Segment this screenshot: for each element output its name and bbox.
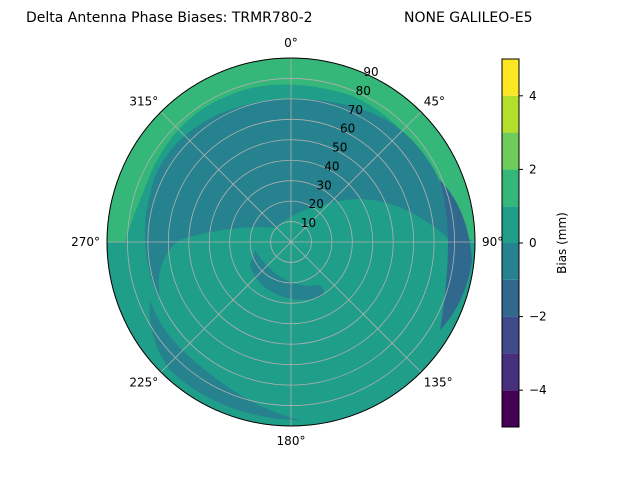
radial-tick-label: 60 [340,122,355,136]
radial-tick-label: 40 [324,159,339,173]
colorbar-tick-label: 4 [529,89,537,103]
colorbar-band [502,132,519,170]
angle-tick-labels: 0° 45° 90° 135° 180° 225° 270° 315° [71,36,503,448]
radial-tick-label: 50 [332,141,347,155]
angle-tick-label: 180° [277,434,306,448]
angular-gridline [160,111,292,243]
angle-tick-label: 90° [482,235,503,249]
colorbar-band [502,390,519,427]
contour-lobe-east [440,180,472,330]
colorbar: −4 −2 0 2 4 Bias (mm) [501,58,569,428]
radial-tick-label: 20 [309,197,324,211]
contour-spiral-center [250,250,324,300]
angular-gridline [290,241,422,373]
colorbar-band [502,59,519,96]
colorbar-tick-label: 2 [529,162,537,176]
polar-grid [106,57,476,427]
radial-tick-label: 10 [301,216,316,230]
colorbar-band [502,316,519,354]
colorbar-band [502,279,519,317]
angle-tick-label: 225° [129,376,158,390]
colorbar-band [502,206,519,243]
chart-title-left: Delta Antenna Phase Biases: TRMR780-2 [26,10,313,26]
colorbar-band [502,169,519,207]
radial-tick-label: 80 [356,84,371,98]
colorbar-label: Bias (mm) [555,212,569,274]
chart-title-right: NONE GALILEO-E5 [404,10,532,26]
angle-tick-label: 135° [424,376,453,390]
angular-gridline [160,241,292,373]
colorbar-tick-label: −4 [529,383,547,397]
colorbar-band [502,95,519,133]
polar-frame [106,57,476,427]
radial-tick-label: 90 [363,65,378,79]
colorbar-tick-label: 0 [529,236,537,250]
colorbar-band [502,243,519,280]
colorbar-bands [502,59,519,427]
angle-tick-label: 0° [284,36,298,50]
angle-tick-label: 270° [71,235,100,249]
contour-spiral-inner [144,99,455,300]
colorbar-tick-label: −2 [529,310,547,324]
angle-tick-label: 315° [129,94,158,108]
colorbar-ticks: −4 −2 0 2 4 [519,89,547,397]
contour-band-upper-right [300,60,450,140]
angular-gridline [290,111,422,243]
radial-tick-label: 30 [316,178,331,192]
radial-tick-labels: 10 20 30 40 50 60 70 80 90 [301,65,379,230]
radial-tick-label: 70 [348,103,363,117]
colorbar-band [502,353,519,391]
contour-lobe-southwest [149,300,300,420]
contour-band-outer [107,58,475,242]
angle-tick-label: 45° [424,94,445,108]
